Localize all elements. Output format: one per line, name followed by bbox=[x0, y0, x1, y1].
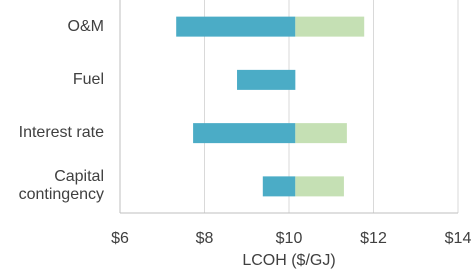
y-tick-label: Capital contingency bbox=[18, 168, 104, 204]
bar bbox=[237, 69, 296, 90]
x-tick-label: $14 bbox=[445, 230, 472, 247]
x-tick-label: $8 bbox=[196, 230, 214, 247]
bar bbox=[295, 16, 365, 37]
bar bbox=[262, 176, 296, 197]
x-tick-label: $6 bbox=[111, 230, 129, 247]
bar bbox=[193, 123, 296, 144]
x-axis-label: LCOH ($/GJ) bbox=[242, 252, 335, 269]
y-tick-label: O&M bbox=[67, 17, 104, 35]
bar bbox=[176, 16, 296, 37]
y-tick-label: Fuel bbox=[72, 70, 104, 88]
bar bbox=[295, 176, 344, 197]
y-tick-label: Interest rate bbox=[18, 124, 104, 142]
x-tick-label: $10 bbox=[276, 230, 303, 247]
x-tick-label: $12 bbox=[360, 230, 387, 247]
bar bbox=[295, 123, 347, 144]
